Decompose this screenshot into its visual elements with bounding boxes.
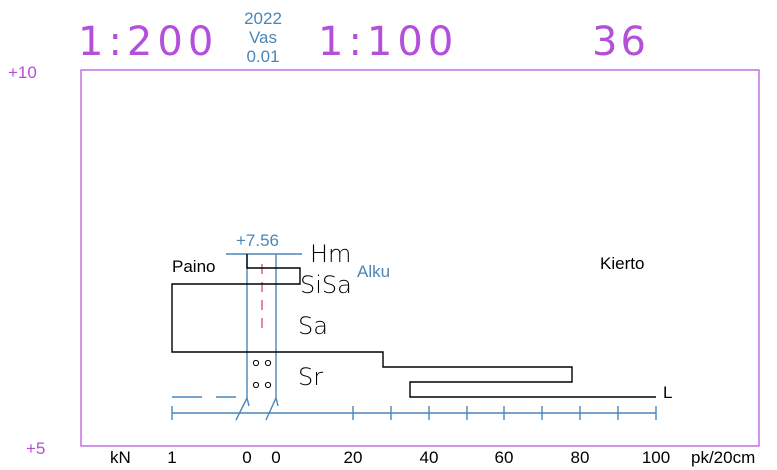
sounding-profile <box>171 254 656 398</box>
left-zero-marker <box>235 395 250 421</box>
top-elevation: +10 <box>8 63 37 82</box>
bottom-elevation: +5 <box>26 439 45 458</box>
start-label: Alku <box>357 262 390 281</box>
layer-label: SiSa <box>300 271 352 299</box>
right-zero-marker <box>265 395 279 421</box>
tick-label: 0 <box>271 448 280 467</box>
tick-label: 20 <box>344 448 363 467</box>
ground-elevation: +7.56 <box>236 231 279 250</box>
weight-label: Paino <box>172 257 215 276</box>
stone-symbol <box>252 359 272 389</box>
tick-label: 0 <box>242 448 251 467</box>
diagram-frame <box>80 69 760 447</box>
bottom-axis <box>171 395 657 421</box>
tick-label: 1 <box>167 448 176 467</box>
layer-label: Hm <box>310 240 351 268</box>
value-label: 0.01 <box>246 47 279 66</box>
side-label: Vas <box>249 28 277 47</box>
tick-label: 40 <box>420 448 439 467</box>
unit-right: pk/20cm <box>691 448 755 467</box>
sounding-number: 36 <box>592 19 649 65</box>
horizontal-scale: 1:200 <box>78 19 218 65</box>
end-label: L <box>663 383 672 402</box>
unit-left: kN <box>110 448 131 467</box>
layer-label: Sr <box>298 363 323 391</box>
tick-label: 60 <box>495 448 514 467</box>
tick-label: 80 <box>571 448 590 467</box>
vertical-scale: 1:100 <box>318 19 458 65</box>
layer-label: Sa <box>298 312 328 340</box>
year-label: 2022 <box>244 9 282 28</box>
tick-label: 100 <box>642 448 670 467</box>
rotation-label: Kierto <box>600 254 644 273</box>
